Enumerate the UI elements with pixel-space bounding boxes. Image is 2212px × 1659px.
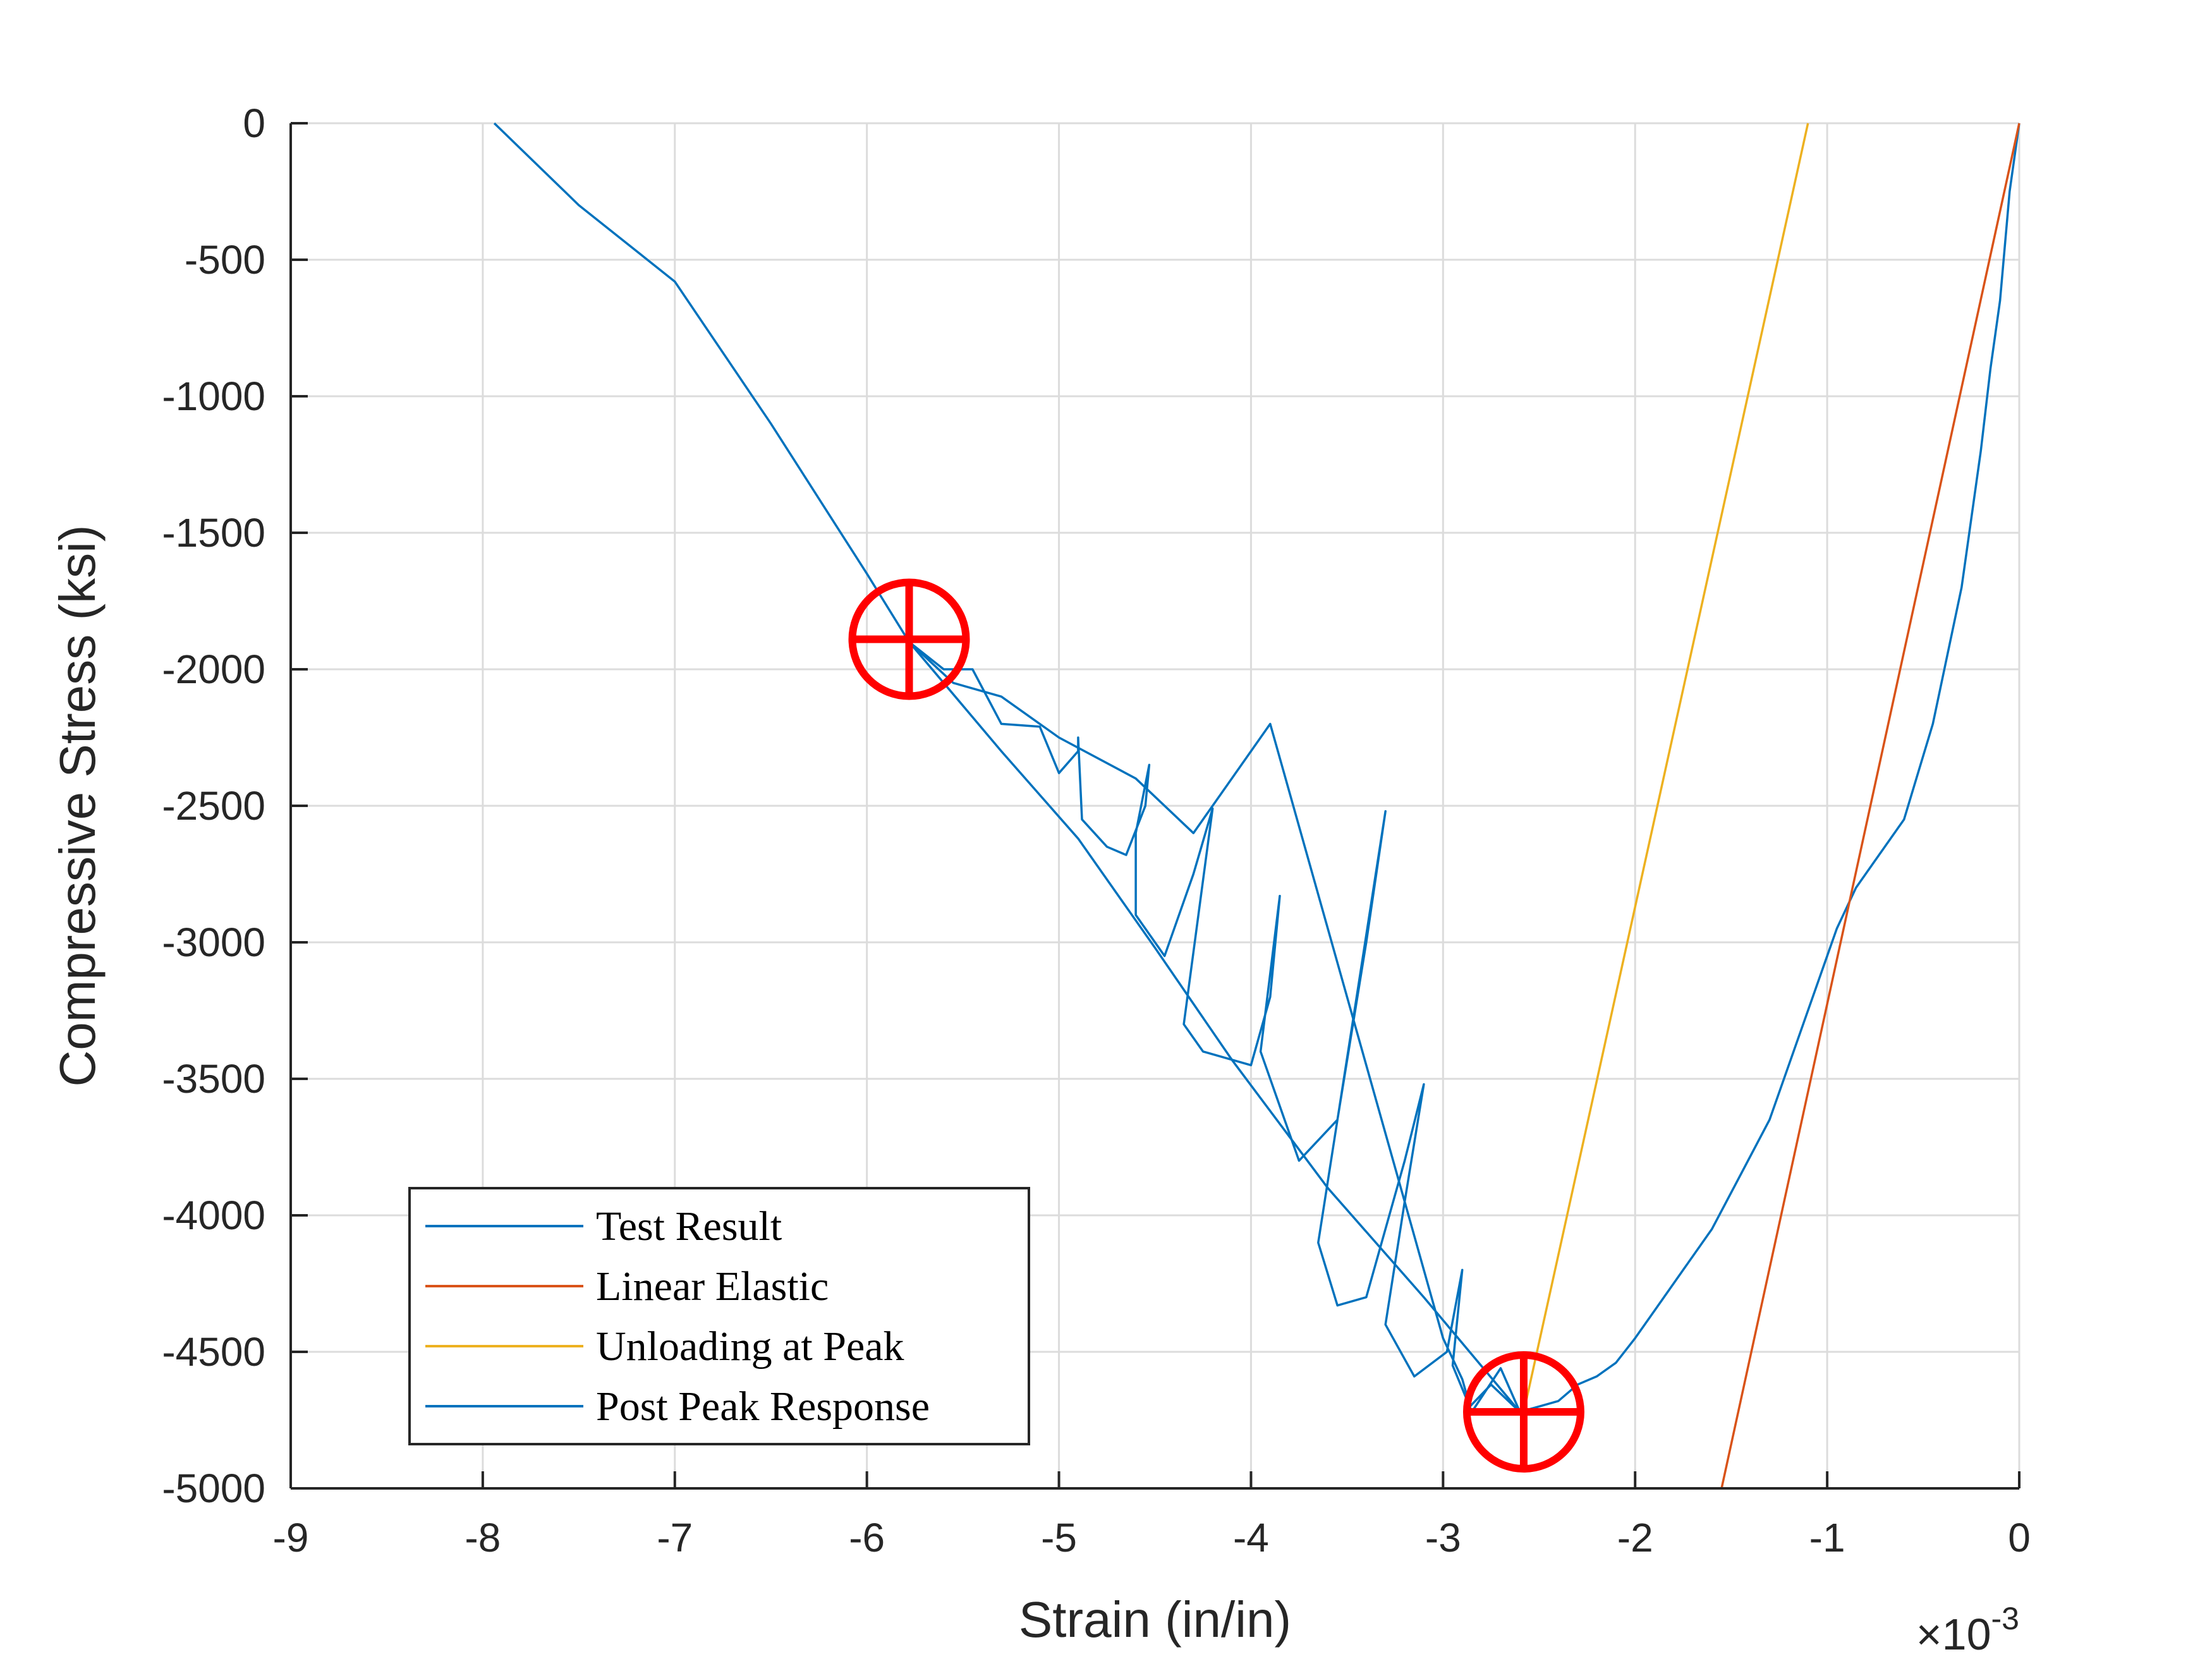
x-multiplier-base: ×10 — [1916, 1610, 1991, 1659]
y-tick-label: -3000 — [162, 920, 265, 965]
x-tick-label: -2 — [1617, 1515, 1653, 1560]
y-tick-label: -5000 — [162, 1466, 265, 1511]
series-line-unlabeled-5 — [908, 641, 1521, 1413]
series-line-unloading-at-peak — [1522, 123, 1809, 1413]
x-tick-label: -6 — [849, 1515, 885, 1560]
x-tick-label: 0 — [2008, 1515, 2031, 1560]
y-tick-label: 0 — [243, 100, 265, 146]
series-line-unlabeled-4 — [908, 641, 1521, 1413]
x-axis-label: Strain (in/in) — [1019, 1591, 1291, 1648]
y-tick-label: -3500 — [162, 1056, 265, 1102]
x-tick-label: -9 — [273, 1515, 309, 1560]
marker-peak — [1462, 1351, 1584, 1473]
marker-post-peak-point — [848, 578, 970, 700]
legend: Test Result Linear Elastic Unloading at Pe… — [408, 1187, 1030, 1445]
marker-layer — [848, 578, 1584, 1473]
x-tick-label: -7 — [657, 1515, 693, 1560]
y-tick-label: -2500 — [162, 783, 265, 829]
series-line-post-peak-response — [493, 122, 1521, 1413]
y-tick-label: -4000 — [162, 1193, 265, 1238]
x-tick-label: -3 — [1425, 1515, 1461, 1560]
y-tick-label: -500 — [185, 237, 265, 283]
x-tick-label: -1 — [1809, 1515, 1845, 1560]
y-tick-label: -1000 — [162, 374, 265, 419]
x-multiplier-exponent: -3 — [1991, 1601, 2019, 1636]
legend-box — [408, 1187, 1030, 1445]
y-axis-label: Compressive Stress (ksi) — [49, 525, 106, 1086]
legend-label: Unloading at Peak — [596, 1323, 904, 1370]
axes — [289, 122, 2021, 1490]
x-axis-multiplier: ×10-3 — [1916, 1601, 2019, 1659]
x-tick-label: -8 — [465, 1515, 501, 1560]
tick-labels: -9 -8 -7 -6 -5 -4 -3 -2 -1 0 0 -500 -1000 -1500 -2000 -… — [162, 100, 2030, 1560]
series-line-test-result — [1519, 123, 2021, 1413]
legend-label: Linear Elastic — [596, 1263, 829, 1310]
x-tick-label: -5 — [1041, 1515, 1077, 1560]
y-tick-label: -4500 — [162, 1329, 265, 1375]
legend-label: Test Result — [596, 1203, 782, 1249]
y-tick-label: -2000 — [162, 647, 265, 692]
y-tick-label: -1500 — [162, 510, 265, 556]
series-line-linear-elastic — [1720, 123, 2021, 1489]
legend-label: Post Peak Response — [596, 1383, 930, 1430]
series-layer — [493, 122, 2021, 1489]
x-tick-label: -4 — [1233, 1515, 1269, 1560]
